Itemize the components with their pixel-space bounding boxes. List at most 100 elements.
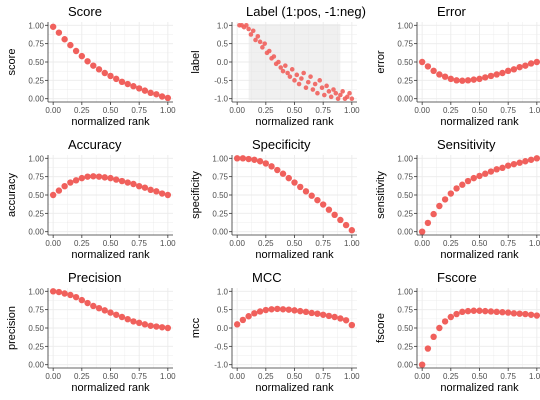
panel-score-title: Score [68, 4, 102, 19]
panel-score-point [55, 29, 63, 36]
panel-score-point [164, 94, 172, 102]
panel-specificity-point [245, 155, 252, 163]
panel-precision-point [113, 311, 120, 318]
panel-label-point [328, 94, 334, 100]
panel-specificity-point [331, 211, 338, 219]
panel-fscore-point [527, 311, 535, 318]
panel-fscore-point [424, 345, 432, 352]
panel-label-point [303, 85, 309, 90]
panel-mcc-point [256, 308, 264, 315]
panel-score-point [135, 85, 143, 92]
panel-label-point [310, 87, 316, 92]
panel-mcc-point [319, 311, 327, 318]
panel-sensitivity-x-tick-label: 0.25 [443, 239, 459, 248]
panel-mcc-x-tick-label: 1.00 [344, 372, 360, 381]
panel-error-y-tick-label: 0.25 [397, 76, 413, 85]
panel-score-point [107, 72, 114, 80]
panel-score-x-tick-label: 0.00 [45, 106, 61, 115]
panel-accuracy: 0.00 0.25 0.50 0.75 1.00 0.00 0.25 0.50 0.75 1.00… [6, 137, 176, 261]
panel-accuracy-y-tick-label: 0.75 [28, 173, 44, 182]
panel-label-point [271, 54, 277, 59]
panel-sensitivity-point [493, 166, 500, 173]
panel-label-x-tick-label: 0.25 [258, 106, 274, 115]
panel-specificity-point [291, 179, 298, 186]
panel-mcc-point [302, 308, 310, 316]
panel-sensitivity-y-tick-label: 0.00 [397, 228, 413, 237]
panel-specificity-point [342, 221, 350, 229]
panel-precision-x-axis-label: normalized rank [71, 382, 150, 394]
panel-label: 0.00 0.25 0.50 0.75 1.00 -1.0 -0.5 0.0 0.5 1.0 Lab… [190, 4, 366, 128]
panel-accuracy-point [49, 191, 57, 199]
panel-mcc-grid [232, 288, 357, 368]
panel-accuracy-x-tick-label: 0.75 [131, 239, 147, 248]
panel-fscore-point [522, 310, 529, 318]
panel-score-point [67, 41, 74, 49]
panel-fscore-point [510, 310, 518, 317]
panel-fscore-title: Fscore [437, 270, 477, 285]
panel-specificity-x-axis-label: normalized rank [255, 249, 334, 261]
panel-specificity-y-tick-label: 1.00 [212, 154, 228, 163]
panel-mcc-x-tick-label: 0.75 [315, 372, 331, 381]
panel-score-y-tick-label: 0.50 [28, 58, 44, 67]
panel-error-point [424, 63, 432, 70]
panel-precision-point [72, 293, 80, 301]
panel-label-point [285, 70, 290, 76]
panel-error-points [418, 58, 540, 84]
panel-label-point [278, 65, 284, 70]
panel-label-x-axis-label: normalized rank [255, 116, 334, 128]
panel-accuracy-point [164, 191, 172, 199]
panel-mcc-y-axis-label: mcc [190, 317, 202, 338]
panel-label-point [331, 87, 336, 92]
panel-label-y-axis-label: label [190, 50, 202, 73]
panel-specificity-x-tick-label: 1.00 [344, 239, 360, 248]
panel-error-point [493, 71, 500, 78]
panel-error-point [436, 71, 443, 78]
panel-error-point [487, 72, 495, 80]
panel-mcc-point [342, 317, 350, 324]
panel-sensitivity-x-axis-label: normalized rank [440, 249, 519, 261]
panel-mcc-title: MCC [252, 270, 282, 285]
panel-score-point [95, 66, 103, 73]
panel-label-point [312, 81, 318, 87]
panel-label-point [280, 68, 286, 74]
panel-accuracy-y-tick-label: 1.00 [28, 154, 44, 163]
panel-label-point [322, 92, 327, 98]
panel-sensitivity-y-axis-label: sensitivity [375, 171, 387, 219]
panel-mcc-point [245, 313, 252, 320]
panel-error-y-tick-label: 1.00 [397, 21, 413, 30]
panel-specificity-point [319, 201, 327, 208]
panel-precision-point [78, 296, 86, 304]
panel-score-point [49, 23, 57, 30]
panel-specificity-point [239, 155, 247, 162]
panel-label-point [289, 67, 295, 72]
panel-label-point [292, 78, 297, 83]
panel-sensitivity-point [499, 164, 506, 172]
panel-sensitivity-points [418, 155, 540, 235]
panel-specificity-x-tick-label: 0.25 [258, 239, 274, 248]
panel-sensitivity-point [453, 185, 460, 192]
panel-sensitivity-point [470, 174, 477, 182]
panel-label-x-tick-label: 1.00 [344, 106, 360, 115]
panel-accuracy-point [61, 182, 68, 190]
panel-accuracy-point [67, 179, 74, 186]
panel-error-x-tick-label: 0.25 [443, 106, 459, 115]
panel-sensitivity-y-tick-label: 0.25 [397, 209, 413, 218]
panel-accuracy-point [118, 177, 126, 185]
panel-specificity-point [348, 227, 356, 234]
panel-accuracy-y-tick-label: 0.00 [28, 228, 44, 237]
panel-error-point [499, 69, 506, 77]
panel-error-point [476, 75, 483, 83]
panel-label-point [253, 37, 258, 43]
panel-error-point [510, 66, 518, 73]
panel-fscore-point [436, 324, 443, 332]
panel-precision-point [95, 304, 103, 312]
panel-precision-y-tick-label: 0.00 [28, 361, 44, 370]
panel-precision-point [90, 302, 97, 310]
panel-accuracy-grid [48, 155, 173, 235]
panel-fscore-point [459, 308, 466, 316]
panel-label-x-tick-label: 0.75 [315, 106, 331, 115]
panel-fscore-grid [417, 288, 540, 368]
panel-label-point [246, 26, 251, 32]
panel-fscore-y-tick-label: 1.00 [397, 287, 413, 296]
panel-error-y-tick-label: 0.50 [397, 58, 413, 67]
